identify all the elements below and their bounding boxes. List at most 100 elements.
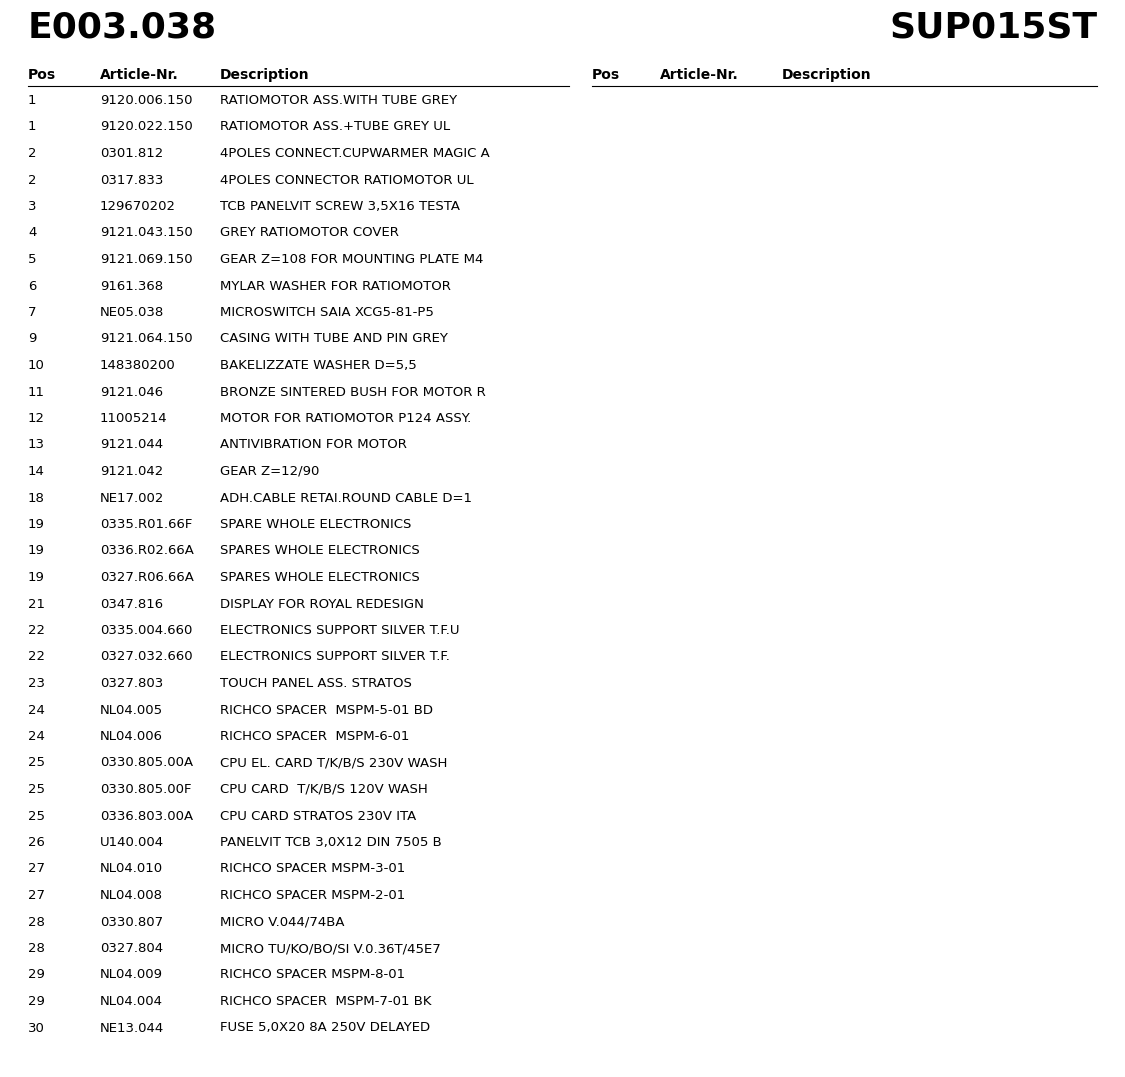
Text: Article-Nr.: Article-Nr. (100, 68, 179, 82)
Text: 9121.042: 9121.042 (100, 465, 163, 478)
Text: MOTOR FOR RATIOMOTOR P124 ASSY.: MOTOR FOR RATIOMOTOR P124 ASSY. (220, 412, 471, 425)
Text: MICRO V.044/74BA: MICRO V.044/74BA (220, 915, 344, 928)
Text: 11005214: 11005214 (100, 412, 168, 425)
Text: 9121.046: 9121.046 (100, 386, 163, 398)
Text: 1: 1 (28, 121, 36, 134)
Text: 0301.812: 0301.812 (100, 146, 163, 160)
Text: SPARE WHOLE ELECTRONICS: SPARE WHOLE ELECTRONICS (220, 518, 412, 531)
Text: 4: 4 (28, 226, 36, 239)
Text: 18: 18 (28, 491, 45, 504)
Text: Description: Description (220, 68, 309, 82)
Text: 24: 24 (28, 730, 45, 743)
Text: RICHCO SPACER MSPM-8-01: RICHCO SPACER MSPM-8-01 (220, 968, 405, 981)
Text: ELECTRONICS SUPPORT SILVER T.F.U: ELECTRONICS SUPPORT SILVER T.F.U (220, 624, 459, 637)
Text: BRONZE SINTERED BUSH FOR MOTOR R: BRONZE SINTERED BUSH FOR MOTOR R (220, 386, 486, 398)
Text: 9121.069.150: 9121.069.150 (100, 253, 192, 266)
Text: U140.004: U140.004 (100, 836, 164, 849)
Text: NL04.006: NL04.006 (100, 730, 163, 743)
Text: BAKELIZZATE WASHER D=5,5: BAKELIZZATE WASHER D=5,5 (220, 359, 416, 372)
Text: 1: 1 (28, 94, 36, 107)
Text: 129670202: 129670202 (100, 200, 176, 213)
Text: ELECTRONICS SUPPORT SILVER T.F.: ELECTRONICS SUPPORT SILVER T.F. (220, 651, 450, 663)
Text: NL04.010: NL04.010 (100, 863, 163, 876)
Text: RICHCO SPACER MSPM-2-01: RICHCO SPACER MSPM-2-01 (220, 889, 405, 903)
Text: 11: 11 (28, 386, 45, 398)
Text: 0330.807: 0330.807 (100, 915, 163, 928)
Text: 0330.805.00F: 0330.805.00F (100, 783, 191, 796)
Text: NE05.038: NE05.038 (100, 306, 164, 319)
Text: GREY RATIOMOTOR COVER: GREY RATIOMOTOR COVER (220, 226, 399, 239)
Text: 9121.044: 9121.044 (100, 438, 163, 451)
Text: ANTIVIBRATION FOR MOTOR: ANTIVIBRATION FOR MOTOR (220, 438, 407, 451)
Text: 29: 29 (28, 995, 45, 1008)
Text: CPU CARD  T/K/B/S 120V WASH: CPU CARD T/K/B/S 120V WASH (220, 783, 428, 796)
Text: 19: 19 (28, 518, 45, 531)
Text: 0327.804: 0327.804 (100, 942, 163, 955)
Text: MYLAR WASHER FOR RATIOMOTOR: MYLAR WASHER FOR RATIOMOTOR (220, 280, 451, 293)
Text: FUSE 5,0X20 8A 250V DELAYED: FUSE 5,0X20 8A 250V DELAYED (220, 1021, 430, 1035)
Text: NE17.002: NE17.002 (100, 491, 164, 504)
Text: 29: 29 (28, 968, 45, 981)
Text: RICHCO SPACER  MSPM-6-01: RICHCO SPACER MSPM-6-01 (220, 730, 410, 743)
Text: 3: 3 (28, 200, 36, 213)
Text: 2: 2 (28, 173, 36, 186)
Text: 9121.064.150: 9121.064.150 (100, 333, 192, 346)
Text: NL04.009: NL04.009 (100, 968, 163, 981)
Text: 21: 21 (28, 598, 45, 611)
Text: 9161.368: 9161.368 (100, 280, 163, 293)
Text: 22: 22 (28, 624, 45, 637)
Text: 148380200: 148380200 (100, 359, 176, 372)
Text: DISPLAY FOR ROYAL REDESIGN: DISPLAY FOR ROYAL REDESIGN (220, 598, 424, 611)
Text: NL04.004: NL04.004 (100, 995, 163, 1008)
Text: 6: 6 (28, 280, 36, 293)
Text: SPARES WHOLE ELECTRONICS: SPARES WHOLE ELECTRONICS (220, 545, 420, 558)
Text: 5: 5 (28, 253, 36, 266)
Text: Pos: Pos (28, 68, 56, 82)
Text: Description: Description (782, 68, 872, 82)
Text: 0327.803: 0327.803 (100, 677, 163, 690)
Text: 0330.805.00A: 0330.805.00A (100, 756, 194, 769)
Text: GEAR Z=12/90: GEAR Z=12/90 (220, 465, 319, 478)
Text: SPARES WHOLE ELECTRONICS: SPARES WHOLE ELECTRONICS (220, 571, 420, 584)
Text: RICHCO SPACER  MSPM-7-01 BK: RICHCO SPACER MSPM-7-01 BK (220, 995, 432, 1008)
Text: SUP015ST: SUP015ST (889, 10, 1097, 44)
Text: TOUCH PANEL ASS. STRATOS: TOUCH PANEL ASS. STRATOS (220, 677, 412, 690)
Text: CPU CARD STRATOS 230V ITA: CPU CARD STRATOS 230V ITA (220, 810, 416, 823)
Text: 0327.R06.66A: 0327.R06.66A (100, 571, 194, 584)
Text: 7: 7 (28, 306, 36, 319)
Text: E003.038: E003.038 (28, 10, 217, 44)
Text: 19: 19 (28, 545, 45, 558)
Text: 2: 2 (28, 146, 36, 160)
Text: Pos: Pos (592, 68, 620, 82)
Text: NL04.008: NL04.008 (100, 889, 163, 903)
Text: 0347.816: 0347.816 (100, 598, 163, 611)
Text: MICROSWITCH SAIA XCG5-81-P5: MICROSWITCH SAIA XCG5-81-P5 (220, 306, 434, 319)
Text: 10: 10 (28, 359, 45, 372)
Text: 25: 25 (28, 810, 45, 823)
Text: MICRO TU/KO/BO/SI V.0.36T/45E7: MICRO TU/KO/BO/SI V.0.36T/45E7 (220, 942, 441, 955)
Text: CPU EL. CARD T/K/B/S 230V WASH: CPU EL. CARD T/K/B/S 230V WASH (220, 756, 448, 769)
Text: RICHCO SPACER MSPM-3-01: RICHCO SPACER MSPM-3-01 (220, 863, 405, 876)
Text: 27: 27 (28, 863, 45, 876)
Text: TCB PANELVIT SCREW 3,5X16 TESTA: TCB PANELVIT SCREW 3,5X16 TESTA (220, 200, 460, 213)
Text: 25: 25 (28, 783, 45, 796)
Text: NL04.005: NL04.005 (100, 703, 163, 716)
Text: 22: 22 (28, 651, 45, 663)
Text: ADH.CABLE RETAI.ROUND CABLE D=1: ADH.CABLE RETAI.ROUND CABLE D=1 (220, 491, 472, 504)
Text: NE13.044: NE13.044 (100, 1021, 164, 1035)
Text: 0336.803.00A: 0336.803.00A (100, 810, 194, 823)
Text: 30: 30 (28, 1021, 45, 1035)
Text: RICHCO SPACER  MSPM-5-01 BD: RICHCO SPACER MSPM-5-01 BD (220, 703, 433, 716)
Text: 4POLES CONNECT.CUPWARMER MAGIC A: 4POLES CONNECT.CUPWARMER MAGIC A (220, 146, 489, 160)
Text: 0336.R02.66A: 0336.R02.66A (100, 545, 194, 558)
Text: 27: 27 (28, 889, 45, 903)
Text: 9120.006.150: 9120.006.150 (100, 94, 192, 107)
Text: GEAR Z=108 FOR MOUNTING PLATE M4: GEAR Z=108 FOR MOUNTING PLATE M4 (220, 253, 484, 266)
Text: 19: 19 (28, 571, 45, 584)
Text: 13: 13 (28, 438, 45, 451)
Text: RATIOMOTOR ASS.+TUBE GREY UL: RATIOMOTOR ASS.+TUBE GREY UL (220, 121, 450, 134)
Text: 9121.043.150: 9121.043.150 (100, 226, 192, 239)
Text: 0327.032.660: 0327.032.660 (100, 651, 192, 663)
Text: RATIOMOTOR ASS.WITH TUBE GREY: RATIOMOTOR ASS.WITH TUBE GREY (220, 94, 457, 107)
Text: 14: 14 (28, 465, 45, 478)
